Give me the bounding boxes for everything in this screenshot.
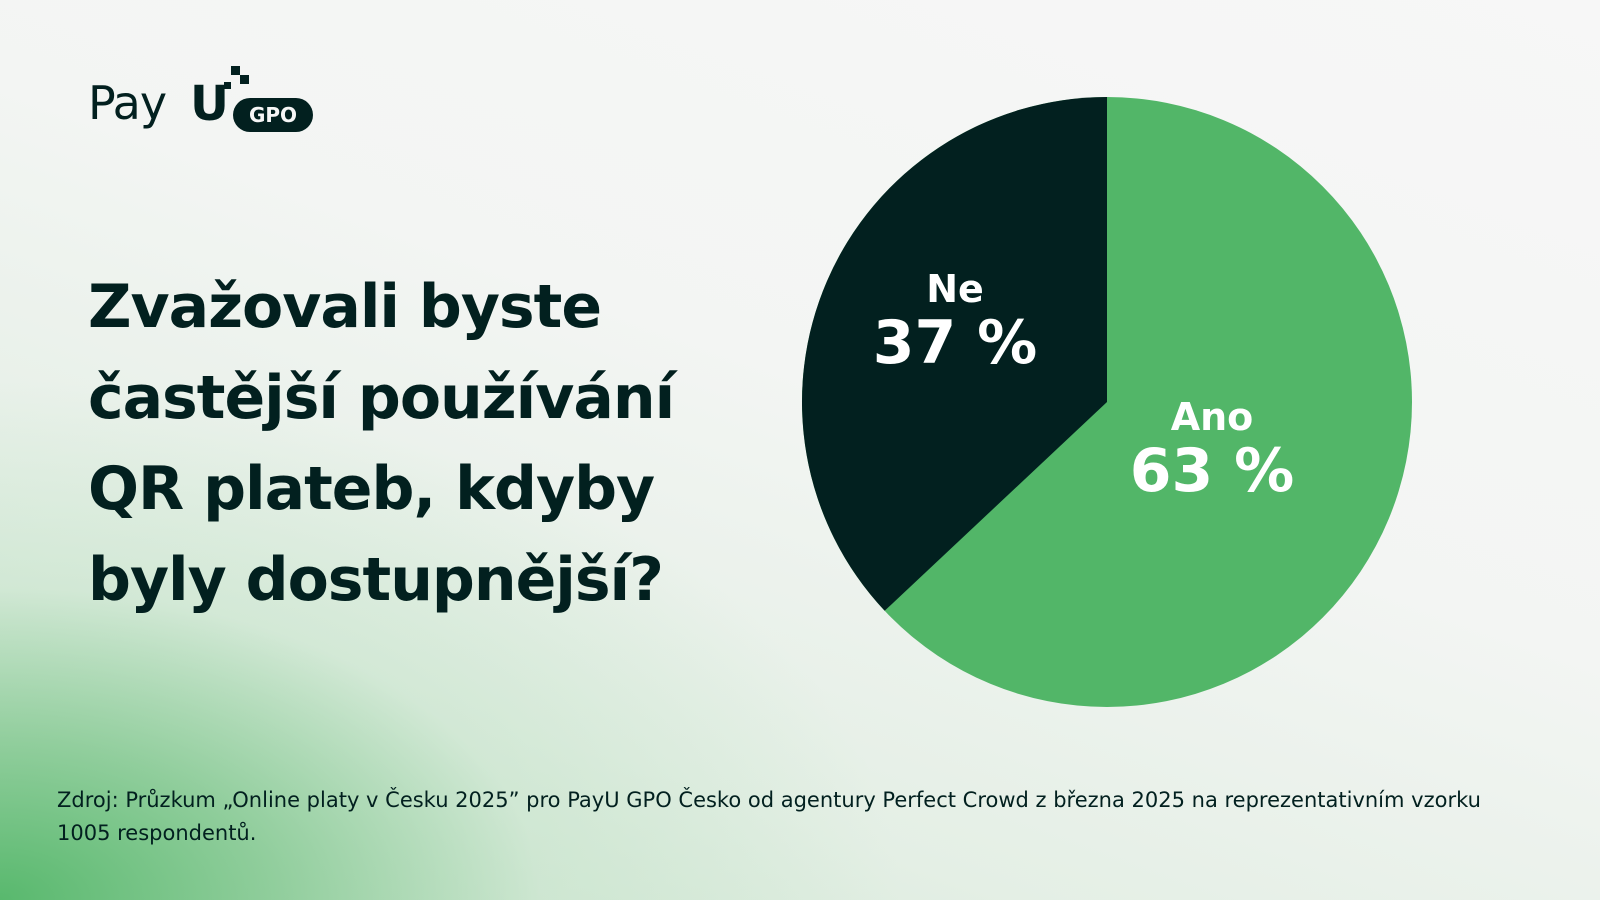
pie-slice-ano <box>802 97 1412 707</box>
logo-pixel-icon <box>224 82 231 89</box>
slice-label-ne: Ne 37 % <box>855 268 1055 376</box>
chart-title: Zvažovali byste častější používání QR pl… <box>88 272 675 615</box>
slice-value-ano: 63 % <box>1129 436 1295 506</box>
logo-badge: GPO <box>233 98 313 132</box>
logo-pixel-icon <box>231 66 240 75</box>
pie-slice-ne <box>801 97 1107 611</box>
logo-u: U <box>190 76 229 132</box>
payu-gpo-logo: Pay U GPO <box>88 62 328 152</box>
logo-text: Pay <box>88 76 167 130</box>
logo-pixel-icon <box>240 75 249 84</box>
slice-name-ano: Ano <box>1170 395 1254 439</box>
slice-name-ne: Ne <box>926 267 984 311</box>
source-note: Zdroj: Průzkum „Online platy v Česku 202… <box>57 788 1481 845</box>
slice-value-ne: 37 % <box>872 308 1038 378</box>
slice-label-ano: Ano 63 % <box>1112 396 1312 504</box>
